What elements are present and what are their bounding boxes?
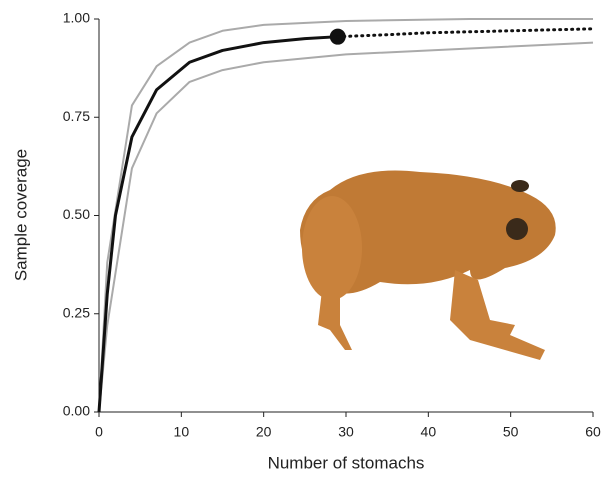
x-tick-label: 20 — [256, 424, 272, 440]
y-tick-label: 0.00 — [63, 403, 90, 419]
frog-eye — [506, 218, 528, 240]
x-tick-label: 0 — [95, 424, 103, 440]
x-tick-label: 60 — [585, 424, 601, 440]
y-tick-label: 0.25 — [63, 304, 90, 320]
y-tick-label: 1.00 — [63, 10, 90, 26]
series-line — [97, 35, 338, 413]
x-tick-label: 10 — [174, 424, 190, 440]
y-tick-label: 0.75 — [63, 108, 90, 124]
series-line — [98, 18, 593, 413]
frog-foot — [318, 290, 352, 350]
series-line — [98, 41, 594, 413]
x-tick-label: 40 — [421, 424, 437, 440]
y-tick-label: 0.50 — [63, 206, 90, 222]
x-axis-title: Number of stomachs — [268, 453, 425, 472]
frog-eye-back — [511, 180, 529, 192]
x-tick-label: 30 — [338, 424, 354, 440]
x-tick-label: 50 — [503, 424, 519, 440]
series-line — [336, 27, 595, 39]
y-axis-title: Sample coverage — [11, 149, 30, 281]
frog-hind-leg — [302, 196, 362, 300]
frog-illustration — [300, 170, 556, 360]
frog-front-leg — [450, 270, 545, 360]
frog-body — [300, 170, 556, 294]
